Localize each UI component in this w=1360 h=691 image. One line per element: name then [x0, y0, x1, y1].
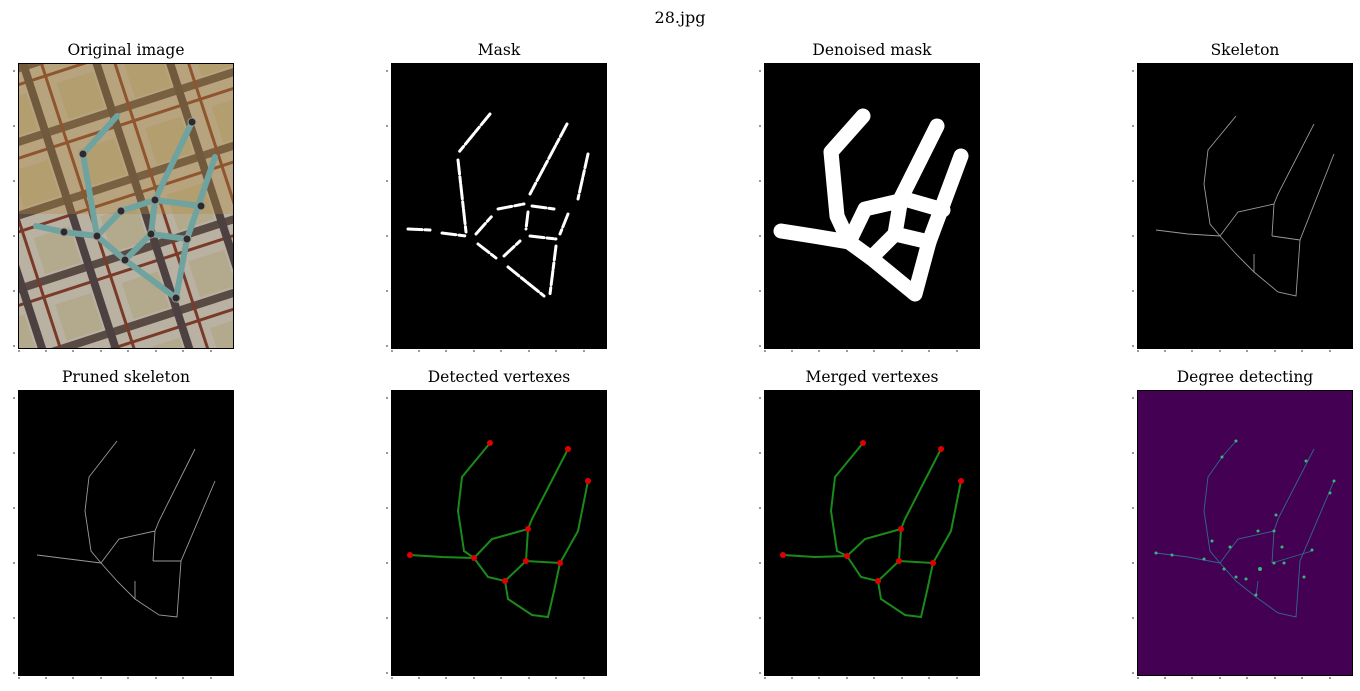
mask-image — [391, 63, 607, 349]
pruned-skeleton-image — [18, 390, 234, 676]
panel-title: Denoised mask — [812, 41, 932, 59]
panel-title: Skeleton — [1210, 41, 1280, 59]
panel-title: Original image — [67, 41, 185, 59]
detected-vertexes-image — [391, 390, 607, 676]
original-image — [18, 63, 234, 349]
panel-title: Pruned skeleton — [61, 368, 191, 386]
panel-title: Degree detecting — [1176, 368, 1314, 386]
panel-title: Mask — [477, 41, 521, 59]
panel-title: Detected vertexes — [427, 368, 571, 386]
denoised-mask-image — [764, 63, 980, 349]
merged-vertexes-image — [764, 390, 980, 676]
panel-title: Merged vertexes — [805, 368, 939, 386]
degree-detecting-image — [1137, 390, 1353, 676]
photo-canvas — [19, 64, 233, 348]
figure-title: 28.jpg — [654, 8, 706, 27]
skeleton-image — [1137, 63, 1353, 349]
